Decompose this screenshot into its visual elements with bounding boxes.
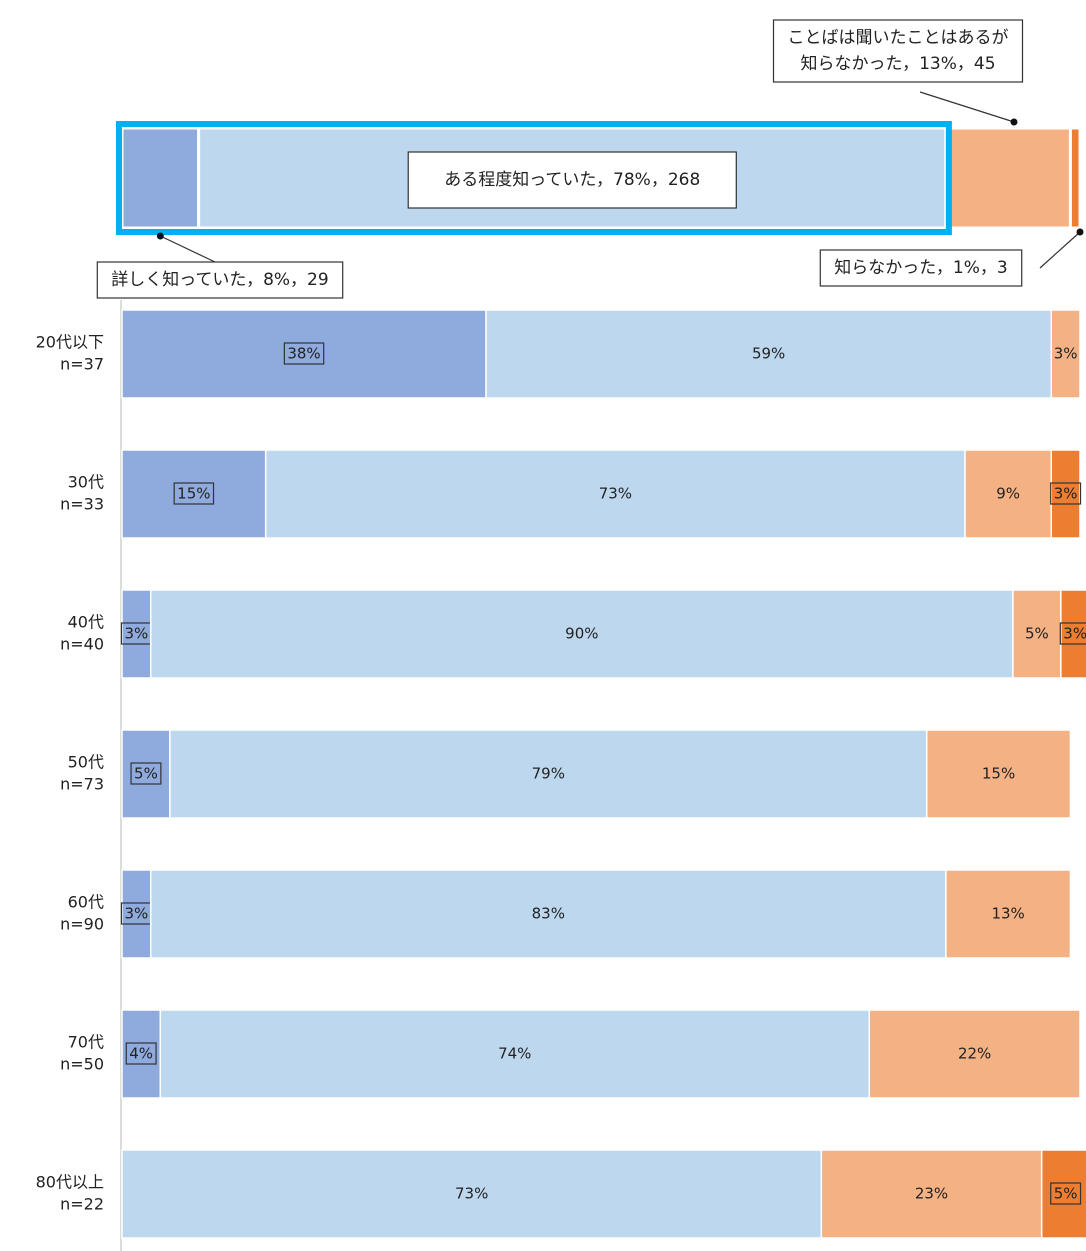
data-label: 5%: [134, 765, 158, 783]
data-label: 23%: [915, 1185, 948, 1203]
data-label: 79%: [532, 765, 565, 783]
bar-segment: [868, 1009, 1081, 1099]
data-label: 73%: [455, 1185, 488, 1203]
bar-segment: [945, 869, 1072, 959]
data-label: 5%: [1025, 625, 1049, 643]
data-label: 73%: [599, 485, 632, 503]
y-tick-label: n=50: [60, 1055, 104, 1074]
y-tick-label: n=37: [60, 355, 104, 374]
bar-segment: [1050, 309, 1081, 399]
label-box: [125, 1042, 157, 1065]
data-label: 59%: [752, 345, 785, 363]
label-box: [173, 482, 215, 505]
data-label: 9%: [996, 485, 1020, 503]
bar-segment: [1012, 589, 1062, 679]
label-box: [130, 762, 162, 785]
bar-segment: [121, 1149, 823, 1239]
leader-dot: [1010, 118, 1018, 126]
data-label: 5%: [1054, 1185, 1078, 1203]
label-box: [1059, 622, 1086, 645]
callout-text: 知らなかった，1%，3: [834, 258, 1007, 278]
bar-segment: [820, 1149, 1043, 1239]
data-label: 13%: [991, 905, 1024, 923]
data-label: 74%: [498, 1045, 531, 1063]
total-segment: [944, 126, 1072, 230]
y-tick-label: 70代: [68, 1033, 104, 1052]
bar-segment: [1050, 449, 1081, 539]
callout-box: [407, 151, 737, 209]
label-box: [1050, 482, 1082, 505]
y-tick-label: n=40: [60, 635, 104, 654]
data-label: 15%: [177, 485, 210, 503]
data-label: 90%: [565, 625, 598, 643]
leader-line: [1039, 231, 1081, 269]
y-tick-label: 60代: [68, 893, 104, 912]
data-label: 3%: [1063, 625, 1086, 643]
callout-box: [772, 19, 1024, 83]
bar-segment: [121, 309, 487, 399]
data-label: 3%: [1054, 345, 1078, 363]
callout-text: ある程度知っていた，78%，268: [444, 170, 700, 190]
y-tick-label: n=22: [60, 1195, 104, 1214]
bar-segment: [1040, 1149, 1086, 1239]
data-label: 38%: [287, 345, 320, 363]
callout-text: ことばは聞いたことはあるが: [788, 28, 1009, 48]
bar-segment: [121, 1009, 162, 1099]
data-label: 4%: [129, 1045, 153, 1063]
highlight-frame: [116, 121, 952, 235]
total-segment: [1068, 126, 1082, 230]
y-tick-label: n=90: [60, 915, 104, 934]
data-label: 22%: [958, 1045, 991, 1063]
y-tick-label: 80代以上: [36, 1173, 104, 1192]
bar-segment: [925, 729, 1072, 819]
y-tick-label: 30代: [68, 473, 104, 492]
data-label: 15%: [982, 765, 1015, 783]
callout-text: 詳しく知っていた，8%，29: [111, 270, 328, 290]
bar-segment: [149, 589, 1014, 679]
callout-box: [96, 261, 344, 299]
leader-line: [919, 91, 1015, 123]
callout-text: 知らなかった，13%，45: [800, 54, 995, 74]
leader-dot: [1076, 228, 1084, 236]
data-label: 3%: [1054, 485, 1078, 503]
bar-segment: [169, 729, 928, 819]
leader-line: [160, 235, 216, 263]
data-label: 83%: [532, 905, 565, 923]
leader-dot: [156, 232, 164, 240]
data-label: 3%: [124, 625, 148, 643]
label-box: [1050, 1182, 1082, 1205]
y-tick-label: n=33: [60, 495, 104, 514]
total-segment: [120, 126, 201, 230]
bar-segment: [1060, 589, 1086, 679]
bar-segment: [149, 869, 947, 959]
y-tick-label: 20代以下: [36, 333, 104, 352]
data-label: 3%: [124, 905, 148, 923]
y-tick-label: n=73: [60, 775, 104, 794]
label-box: [283, 342, 325, 365]
bar-segment: [121, 449, 267, 539]
callout-box: [819, 249, 1023, 287]
bar-segment: [159, 1009, 870, 1099]
y-tick-label: 40代: [68, 613, 104, 632]
y-tick-label: 50代: [68, 753, 104, 772]
